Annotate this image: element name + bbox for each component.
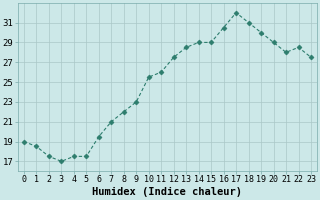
X-axis label: Humidex (Indice chaleur): Humidex (Indice chaleur) [92,187,243,197]
